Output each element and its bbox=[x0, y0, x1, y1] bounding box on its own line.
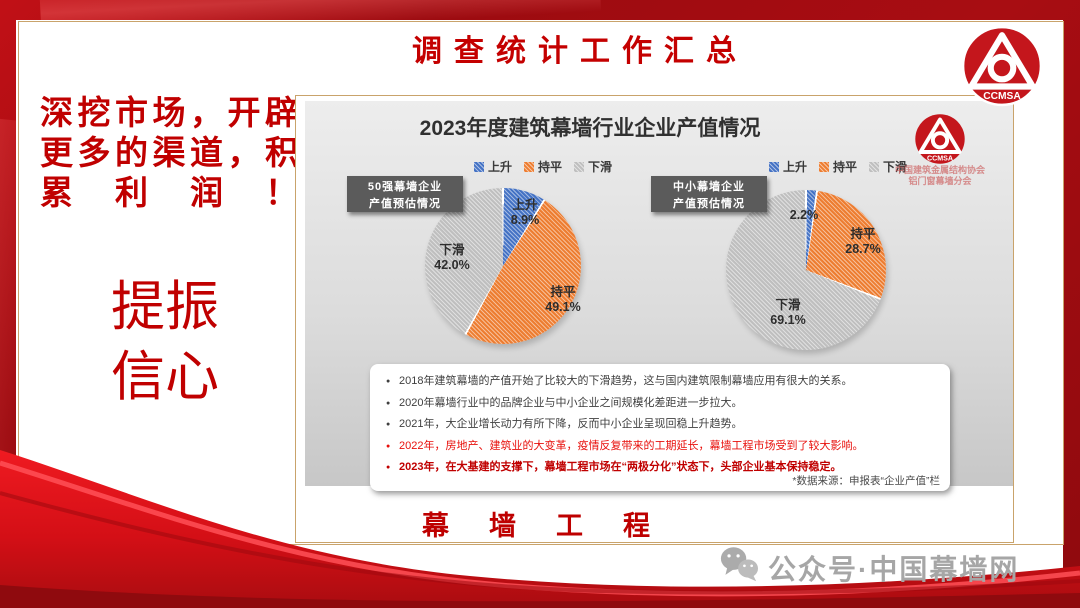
bullet-item: 2018年建筑幕墙的产值开始了比较大的下滑趋势，这与国内建筑限制幕墙应用有很大的… bbox=[386, 375, 936, 388]
org-line: 铝门窗幕墙分会 bbox=[908, 176, 972, 186]
data-source-note: *数据来源：申报表“企业产值”栏 bbox=[792, 475, 940, 487]
slice-value: 8.9% bbox=[510, 213, 540, 227]
footer-title: 幕墙工程 bbox=[422, 511, 690, 541]
ccmsa-logo: CCMSA bbox=[961, 25, 1043, 107]
ccmsa-logo-small: CCMSA bbox=[914, 113, 966, 165]
slogan-line: 累利润！ bbox=[40, 176, 298, 212]
legend-left: 上升 持平 下滑 bbox=[433, 158, 653, 175]
pie-label: 下滑 69.1% bbox=[756, 298, 820, 328]
ccmsa-org-name: 中国建筑金属结构协会 铝门窗幕墙分会 bbox=[878, 165, 1002, 187]
watermark-text: 公众号·中国幕墙网 bbox=[768, 553, 1020, 585]
callout-line: 产值预估情况 bbox=[369, 198, 441, 211]
legend-swatch-down bbox=[574, 161, 584, 172]
watermark: 公众号·中国幕墙网 bbox=[718, 545, 1019, 590]
legend-label: 上升 bbox=[487, 160, 512, 174]
slogan-line: 更多的渠道，积 bbox=[40, 136, 298, 172]
slice-value: 49.1% bbox=[545, 300, 581, 314]
bullet-item: 2020年幕墙行业中的品牌企业与中小企业之间规模化差距进一步拉大。 bbox=[386, 397, 936, 410]
legend-item: 下滑 bbox=[574, 158, 612, 175]
emphasis-text: 提振 信心 bbox=[40, 272, 290, 412]
pie-label: 持平 49.1% bbox=[534, 285, 592, 315]
pie-chart-sme bbox=[726, 190, 886, 350]
legend-swatch-up bbox=[473, 161, 484, 172]
pie-left-callout: 50强幕墙企业 产值预估情况 bbox=[347, 176, 463, 212]
legend-swatch-down bbox=[869, 161, 879, 172]
slice-name: 持平 bbox=[550, 285, 576, 299]
legend-label: 持平 bbox=[537, 160, 562, 174]
slice-name: 下滑 bbox=[775, 298, 801, 312]
pie-right-callout: 中小幕墙企业 产值预估情况 bbox=[651, 176, 767, 212]
legend-item: 持平 bbox=[523, 158, 562, 175]
legend-swatch-flat bbox=[523, 161, 534, 172]
svg-text:CCMSA: CCMSA bbox=[983, 91, 1021, 102]
legend-label: 下滑 bbox=[588, 160, 613, 174]
legend-right: 上升 持平 下滑 bbox=[733, 158, 943, 175]
bullet-item: 2022年，房地产、建筑业的大变革，疫情反复带来的工期延长，幕墙工程市场受到了较… bbox=[386, 440, 936, 453]
slice-value: 42.0% bbox=[434, 258, 470, 272]
callout-line: 产值预估情况 bbox=[673, 198, 745, 211]
slice-value: 2.2% bbox=[789, 208, 819, 222]
legend-swatch-flat bbox=[818, 161, 829, 172]
chart-title: 2023年度建筑幕墙行业企业产值情况 bbox=[419, 117, 761, 140]
summary-list: 2018年建筑幕墙的产值开始了比较大的下滑趋势，这与国内建筑限制幕墙应用有很大的… bbox=[386, 375, 936, 474]
pie-label: 下滑 42.0% bbox=[420, 243, 484, 273]
slice-value: 69.1% bbox=[770, 313, 806, 327]
slice-value: 28.7% bbox=[845, 242, 881, 256]
bullet-item: 2021年，大企业增长动力有所下降，反而中小企业呈现回稳上升趋势。 bbox=[386, 418, 936, 431]
triangle-mark bbox=[918, 117, 962, 154]
pie-label: 2.2% bbox=[782, 208, 826, 223]
triangle-mark bbox=[968, 32, 1036, 90]
legend-item: 下滑 bbox=[869, 158, 907, 175]
svg-text:CCMSA: CCMSA bbox=[927, 154, 953, 162]
legend-label: 上升 bbox=[782, 160, 807, 174]
slice-name: 下滑 bbox=[439, 243, 465, 257]
legend-item: 上升 bbox=[473, 158, 512, 175]
callout-line: 50强幕墙企业 bbox=[367, 181, 443, 193]
left-slogan: 深挖市场，开辟 更多的渠道，积 累利润！ bbox=[40, 94, 298, 214]
slice-name: 持平 bbox=[850, 227, 876, 241]
pie-chart-top50 bbox=[425, 188, 581, 344]
emphasis-line: 提振 bbox=[111, 277, 219, 337]
wechat-icon bbox=[718, 545, 760, 590]
summary-panel: 2018年建筑幕墙的产值开始了比较大的下滑趋势，这与国内建筑限制幕墙应用有很大的… bbox=[370, 364, 950, 491]
slice-name: 上升 bbox=[512, 198, 538, 212]
legend-label: 持平 bbox=[832, 160, 857, 174]
legend-swatch-up bbox=[768, 161, 779, 172]
callout-line: 中小幕墙企业 bbox=[673, 181, 745, 193]
legend-item: 持平 bbox=[818, 158, 857, 175]
legend-item: 上升 bbox=[768, 158, 807, 175]
slogan-line: 深挖市场，开辟 bbox=[40, 96, 298, 132]
legend-label: 下滑 bbox=[883, 160, 908, 174]
pie-label: 持平 28.7% bbox=[834, 227, 892, 257]
pie-label: 上升 8.9% bbox=[501, 198, 549, 228]
slide-title: 调查统计工作汇总 bbox=[412, 35, 748, 68]
org-line: 中国建筑金属结构协会 bbox=[894, 165, 985, 175]
emphasis-line: 信心 bbox=[111, 347, 219, 407]
bullet-item: 2023年，在大基建的支撑下，幕墙工程市场在“两极分化”状态下，头部企业基本保持… bbox=[386, 461, 936, 474]
